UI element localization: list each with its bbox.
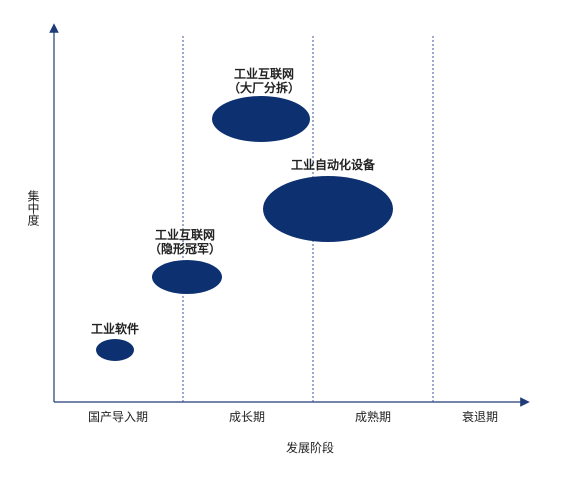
bubble-label-industrial-software: 工业软件 [91,322,139,336]
bubble-label-industrial-internet-hidden-champion: 工业互联网 （隐形冠军） [149,228,221,256]
stage-label-introduction: 国产导入期 [87,410,149,424]
bubble-industrial-software [96,339,134,361]
stage-label-decline: 衰退期 [461,410,499,424]
stage-label-growth: 成长期 [228,410,266,424]
bubble-label-industrial-automation: 工业自动化设备 [291,158,375,172]
bubble-label-line: （大厂分拆） [227,81,301,95]
bubble-industrial-automation [263,176,393,242]
y-axis-title: 集中度 [26,190,40,226]
bubble-industrial-internet-spin-off [212,96,310,142]
stage-label-maturity: 成熟期 [354,410,392,424]
bubble-label-line: 工业软件 [90,322,140,336]
bubble-label-line: 工业互联网 [154,228,216,242]
bubble-label-line: 工业互联网 [233,67,295,81]
bubble-industrial-internet-hidden-champion [152,260,222,294]
bubble-label-industrial-internet-spin-off: 工业互联网 （大厂分拆） [228,67,300,95]
x-axis-title: 发展阶段 [285,441,335,455]
bubble-label-line: （隐形冠军） [148,242,222,256]
bubble-label-line: 工业自动化设备 [290,158,376,172]
